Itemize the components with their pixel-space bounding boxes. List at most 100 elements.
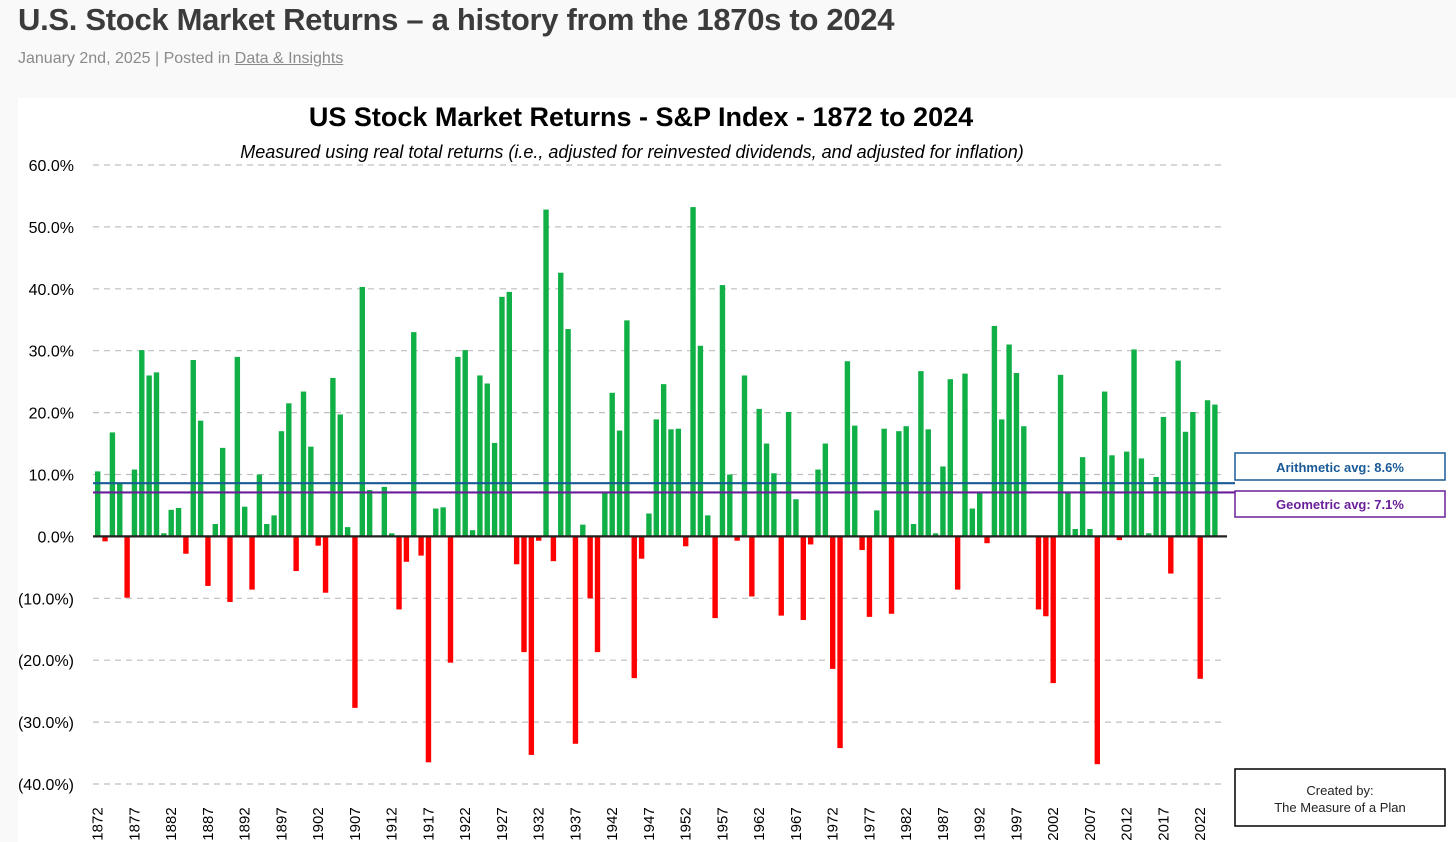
bar-1922 bbox=[462, 350, 468, 537]
y-tick-label: 0.0% bbox=[38, 529, 74, 546]
bar-1937 bbox=[572, 536, 579, 744]
y-tick-label: (30.0%) bbox=[18, 715, 74, 732]
x-tick-label: 1987 bbox=[935, 807, 952, 840]
y-tick-label: (20.0%) bbox=[18, 653, 74, 670]
bar-1896 bbox=[271, 515, 277, 537]
bar-2001 bbox=[1043, 536, 1049, 617]
y-tick-label: 20.0% bbox=[29, 406, 74, 423]
bar-1882 bbox=[168, 509, 174, 537]
x-tick-label: 2012 bbox=[1119, 807, 1136, 840]
bar-1893 bbox=[249, 536, 255, 590]
bar-2015 bbox=[1146, 533, 1152, 537]
bar-1955 bbox=[705, 515, 711, 537]
bar-1881 bbox=[161, 533, 167, 537]
bar-1926 bbox=[491, 442, 498, 537]
bar-2002 bbox=[1050, 536, 1056, 684]
bar-1940 bbox=[594, 536, 601, 653]
bar-1984 bbox=[918, 371, 924, 537]
post-meta: January 2nd, 2025 | Posted in Data & Ins… bbox=[18, 50, 343, 68]
bar-1971 bbox=[822, 443, 829, 537]
bar-1914 bbox=[403, 536, 410, 562]
bar-2017 bbox=[1160, 416, 1167, 537]
bar-2008 bbox=[1094, 536, 1100, 765]
bar-1976 bbox=[859, 536, 865, 551]
bar-1994 bbox=[991, 325, 998, 537]
x-tick-label: 1917 bbox=[420, 807, 437, 840]
bar-1923 bbox=[469, 530, 476, 537]
chart-subtitle: Measured using real total returns (i.e.,… bbox=[240, 142, 1023, 162]
x-tick-label: 1897 bbox=[273, 807, 290, 840]
bar-1966 bbox=[785, 411, 792, 537]
bar-1936 bbox=[565, 329, 571, 537]
bar-1928 bbox=[506, 291, 512, 537]
x-tick-label: 1887 bbox=[200, 807, 217, 840]
x-tick-label: 1997 bbox=[1008, 807, 1025, 840]
bar-1980 bbox=[888, 536, 895, 614]
bar-1876 bbox=[124, 536, 130, 598]
bar-1899 bbox=[293, 536, 299, 572]
bar-1878 bbox=[139, 350, 145, 537]
bar-1880 bbox=[153, 372, 160, 537]
bar-1967 bbox=[793, 499, 799, 537]
bar-1957 bbox=[719, 285, 726, 537]
bar-1960 bbox=[741, 375, 748, 537]
bar-1947 bbox=[646, 513, 652, 537]
bar-2010 bbox=[1109, 455, 1115, 537]
x-tick-label: 1937 bbox=[567, 807, 584, 840]
bar-1887 bbox=[205, 536, 211, 586]
bar-2023 bbox=[1204, 400, 1211, 537]
bar-1909 bbox=[366, 489, 373, 537]
bar-1988 bbox=[947, 379, 953, 537]
bar-1986 bbox=[932, 533, 939, 537]
x-tick-label: 1957 bbox=[714, 807, 731, 840]
bar-2019 bbox=[1175, 360, 1181, 537]
bar-2006 bbox=[1079, 457, 1086, 537]
bar-1873 bbox=[102, 536, 108, 542]
page-title: U.S. Stock Market Returns – a history fr… bbox=[18, 2, 895, 37]
x-tick-label: 2002 bbox=[1045, 807, 1062, 840]
bar-1996 bbox=[1006, 344, 1012, 537]
bar-1983 bbox=[910, 524, 917, 537]
category-link[interactable]: Data & Insights bbox=[234, 50, 344, 67]
bar-1908 bbox=[359, 286, 365, 537]
bar-1938 bbox=[580, 524, 586, 537]
bar-1962 bbox=[756, 408, 762, 537]
bar-1894 bbox=[256, 474, 263, 537]
bar-1958 bbox=[727, 474, 733, 537]
bar-1964 bbox=[771, 473, 777, 537]
x-tick-label: 1942 bbox=[604, 807, 621, 840]
x-tick-label: 1967 bbox=[788, 807, 805, 840]
bar-2003 bbox=[1057, 374, 1064, 537]
bar-1963 bbox=[763, 443, 770, 537]
bar-1969 bbox=[807, 536, 814, 545]
credit-line-2: The Measure of a Plan bbox=[1274, 800, 1406, 815]
x-tick-label: 1907 bbox=[347, 807, 364, 840]
bar-1990 bbox=[962, 373, 968, 537]
bar-1874 bbox=[109, 432, 116, 537]
bar-1883 bbox=[175, 507, 182, 537]
bar-1948 bbox=[653, 419, 659, 537]
bar-1913 bbox=[396, 536, 402, 610]
x-tick-label: 1952 bbox=[678, 807, 695, 840]
x-tick-label: 1962 bbox=[751, 807, 768, 840]
bar-1992 bbox=[977, 493, 983, 537]
bar-1904 bbox=[330, 377, 336, 537]
bar-1875 bbox=[117, 483, 123, 537]
bar-2004 bbox=[1065, 493, 1071, 537]
bar-1891 bbox=[234, 356, 241, 537]
bar-1946 bbox=[638, 536, 645, 559]
post-date: January 2nd, 2025 bbox=[18, 50, 151, 67]
bar-1974 bbox=[844, 361, 851, 537]
y-tick-label: 30.0% bbox=[29, 344, 74, 361]
bar-1961 bbox=[749, 536, 755, 597]
bar-1956 bbox=[712, 536, 718, 619]
chart-card: US Stock Market Returns - S&P Index - 18… bbox=[18, 98, 1456, 842]
bar-1995 bbox=[999, 419, 1005, 537]
x-tick-label: 1902 bbox=[310, 807, 327, 840]
bar-1912 bbox=[389, 533, 395, 537]
x-tick-label: 1947 bbox=[641, 807, 658, 840]
bar-1911 bbox=[381, 486, 388, 537]
bar-1927 bbox=[499, 296, 505, 537]
bar-1997 bbox=[1013, 372, 1020, 537]
bar-1895 bbox=[264, 524, 270, 537]
